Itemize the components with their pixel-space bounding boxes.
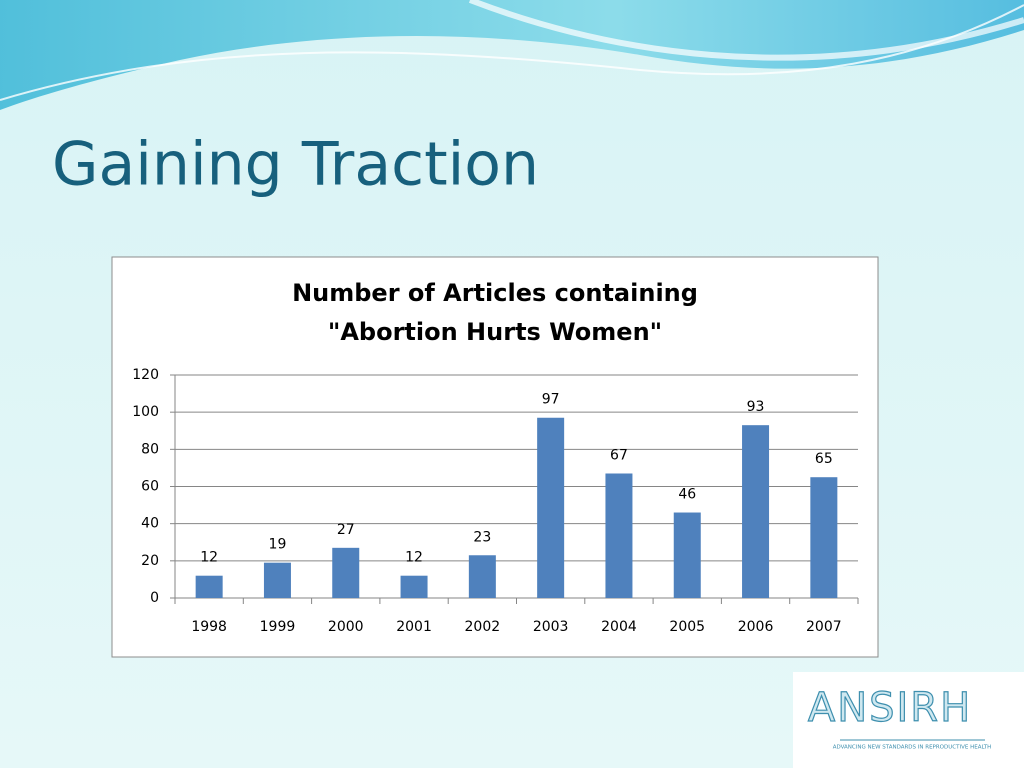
y-tick-label: 40 (141, 516, 159, 532)
bar (400, 575, 428, 598)
value-label: 12 (200, 550, 218, 566)
x-tick-label: 1999 (260, 619, 296, 635)
chart-title: "Abortion Hurts Women" (328, 318, 662, 346)
x-tick-label: 2005 (669, 619, 705, 635)
logo-name: ANSIRH (808, 685, 972, 731)
x-tick-label: 1998 (191, 619, 227, 635)
logo-box (793, 672, 1024, 768)
y-tick-label: 0 (150, 590, 159, 606)
y-tick-label: 120 (132, 367, 159, 383)
bar (810, 477, 838, 598)
wave (0, 0, 1024, 110)
x-tick-label: 2002 (465, 619, 501, 635)
wave-line (468, 0, 1024, 61)
wave-line (0, 4, 1024, 101)
bar (468, 555, 496, 598)
value-label: 23 (473, 529, 491, 545)
y-tick-label: 100 (132, 404, 159, 420)
value-label: 19 (269, 537, 287, 553)
value-label: 46 (678, 487, 696, 503)
value-label: 97 (542, 392, 560, 408)
value-label: 12 (405, 550, 423, 566)
y-tick-label: 80 (141, 441, 159, 457)
bar (332, 547, 360, 598)
value-label: 65 (815, 451, 833, 467)
x-tick-label: 2000 (328, 619, 364, 635)
y-tick-label: 20 (141, 553, 159, 569)
x-tick-label: 2007 (806, 619, 842, 635)
bar (742, 425, 770, 598)
bar (537, 417, 565, 598)
bar (605, 473, 633, 598)
y-tick-label: 60 (141, 479, 159, 495)
bar (263, 562, 291, 598)
value-label: 67 (610, 447, 628, 463)
x-tick-label: 2001 (396, 619, 432, 635)
bar (195, 575, 223, 598)
value-label: 93 (747, 399, 765, 415)
x-tick-label: 2006 (738, 619, 774, 635)
chart-title: Number of Articles containing (292, 279, 698, 307)
slide-title: Gaining Traction (52, 130, 539, 200)
value-label: 27 (337, 522, 355, 538)
x-tick-label: 2004 (601, 619, 637, 635)
logo-tagline: ADVANCING NEW STANDARDS IN REPRODUCTIVE … (833, 745, 992, 751)
x-tick-label: 2003 (533, 619, 569, 635)
bar (673, 512, 701, 598)
